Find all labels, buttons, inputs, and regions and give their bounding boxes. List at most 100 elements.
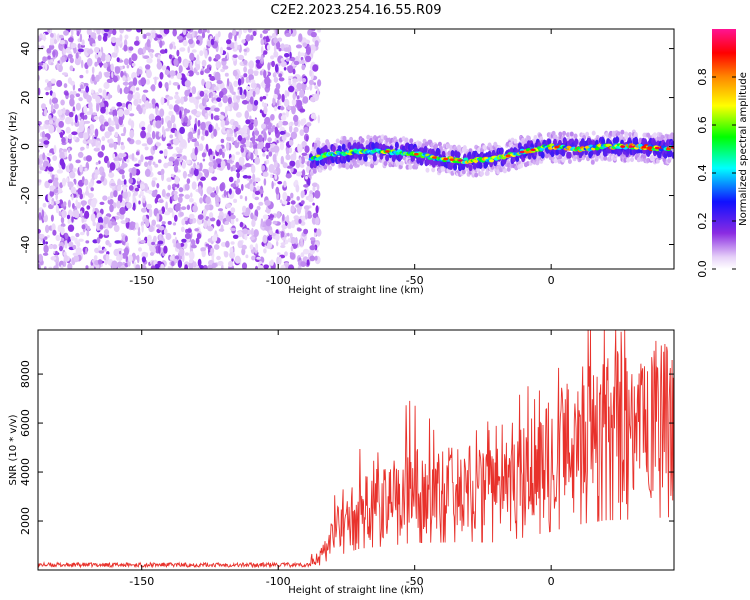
spectrogram-noise-cell [181, 218, 186, 226]
spectrogram-noise-cell [140, 154, 144, 163]
spectrogram-noise-cell [221, 57, 228, 62]
spectrogram-noise-cell [64, 92, 69, 96]
spectrogram-noise-cell [288, 85, 295, 93]
spectrogram-noise-cell [257, 144, 261, 149]
spectrogram-noise-cell [202, 208, 207, 216]
spectrogram-noise-cell [252, 181, 256, 187]
spectrogram-noise-cell [163, 228, 168, 235]
spectrogram-noise-cell [300, 200, 305, 205]
spectrogram-noise-cell [311, 49, 315, 54]
spectrogram-noise-cell [302, 169, 306, 178]
spectrogram-noise-cell [286, 90, 290, 97]
spectrogram-halo-cell [474, 172, 479, 178]
spectrogram-band-cell [567, 151, 572, 159]
snr-x-tick-label: -150 [129, 575, 154, 588]
spectrogram-noise-cell [105, 106, 108, 116]
spectrogram-noise-cell [155, 115, 162, 122]
spectrogram-noise-cell [86, 230, 90, 237]
spectrogram-noise-cell [44, 108, 47, 117]
spectrogram-noise-cell [254, 190, 261, 195]
spectrogram-noise-cell [55, 250, 58, 256]
spectrogram-noise-cell [276, 240, 279, 247]
spectrogram-noise-cell [51, 174, 55, 181]
spectrogram-noise-cell [250, 152, 254, 161]
spectrogram-noise-cell [63, 48, 67, 55]
spectrogram-noise-cell [261, 165, 266, 171]
spectrogram-noise-cell [299, 163, 305, 168]
spectrogram-halo-cell [626, 157, 631, 163]
spectrogram-noise-cell [188, 115, 192, 121]
spectrogram-noise-cell [262, 171, 269, 178]
spectrogram-noise-cell [71, 131, 78, 136]
spectrogram-noise-cell [109, 204, 114, 213]
spectrogram-noise-cell [254, 157, 261, 165]
spectrogram-noise-cell [64, 151, 67, 156]
spectrogram-noise-cell [198, 185, 202, 194]
spectrogram-noise-cell [90, 213, 96, 222]
spectrogram-noise-cell [239, 127, 246, 133]
spectrogram-noise-cell [297, 228, 302, 232]
spectrogram-noise-cell [128, 177, 134, 184]
spectrogram-noise-cell [87, 192, 94, 199]
spectrogram-noise-cell [205, 81, 211, 90]
spectrogram-noise-cell [305, 212, 308, 220]
spectrogram-noise-cell [60, 99, 65, 106]
spectrogram-noise-cell [264, 116, 271, 125]
spectrogram-noise-cell [309, 255, 316, 262]
spectrogram-noise-cell [218, 91, 224, 98]
spectrogram-noise-cell [301, 140, 307, 148]
spectrogram-noise-cell [106, 78, 113, 83]
spectrogram-noise-cell [90, 199, 97, 208]
spectrogram-noise-cell [173, 232, 177, 236]
snr-x-tick-label: -100 [266, 575, 291, 588]
spectrogram-halo-cell [383, 161, 388, 166]
spectrogram-noise-cell [74, 114, 78, 123]
spectrogram-noise-cell [288, 139, 294, 146]
spectrogram-noise-cell [199, 265, 204, 269]
spectrogram-noise-cell [104, 131, 111, 139]
spectrogram-noise-cell [267, 137, 272, 143]
spectrogram-noise-cell [59, 158, 65, 166]
spectrogram-band-cell [615, 136, 620, 144]
spectrogram-noise-cell [186, 72, 190, 76]
spectrogram-noise-cell [135, 222, 139, 230]
spectrogram-noise-cell [47, 55, 51, 60]
spectrogram-noise-cell [226, 129, 230, 135]
spectrogram-noise-cell [91, 129, 95, 134]
spectrogram-noise-cell [222, 151, 225, 159]
spectrogram-noise-cell [246, 127, 250, 136]
spectrogram-y-tick-label: 20 [19, 91, 32, 105]
spectrogram-noise-cell [177, 196, 183, 204]
spectrogram-noise-cell [123, 109, 130, 116]
spectrogram-peak-cell [443, 157, 449, 161]
spectrogram-noise-cell [234, 255, 241, 264]
spectrogram-noise-cell [245, 76, 250, 84]
spectrogram-noise-cell [193, 123, 197, 132]
spectrogram-noise-cell [112, 153, 116, 159]
spectrogram-noise-cell [290, 192, 294, 199]
spectrogram-noise-cell [236, 95, 241, 100]
spectrogram-noise-cell [249, 96, 254, 105]
spectrogram-noise-cell [217, 260, 224, 266]
spectrogram-noise-cell [208, 110, 212, 117]
spectrogram-noise-cell [119, 87, 123, 95]
spectrogram-noise-cell [251, 164, 256, 174]
spectrogram-noise-cell [240, 147, 245, 153]
spectrogram-noise-cell [248, 202, 254, 210]
spectrogram-noise-cell [191, 86, 197, 95]
spectrogram-noise-cell [132, 195, 136, 202]
spectrogram-noise-cell [222, 95, 228, 104]
spectrogram-noise-cell [75, 232, 80, 238]
spectrogram-noise-cell [250, 88, 257, 92]
spectrogram-peak-cell [654, 146, 660, 150]
spectrogram-noise-cell [98, 250, 105, 254]
spectrogram-noise-cell [99, 224, 104, 230]
spectrogram-noise-cell [103, 121, 109, 127]
spectrogram-noise-cell [85, 240, 90, 244]
spectrogram-noise-cell [95, 161, 99, 166]
spectrogram-noise-cell [49, 90, 53, 96]
spectrogram-noise-cell [149, 242, 152, 252]
spectrogram-noise-cell [260, 45, 264, 55]
spectrogram-noise-cell [296, 196, 300, 201]
spectrogram-noise-cell [182, 170, 187, 179]
